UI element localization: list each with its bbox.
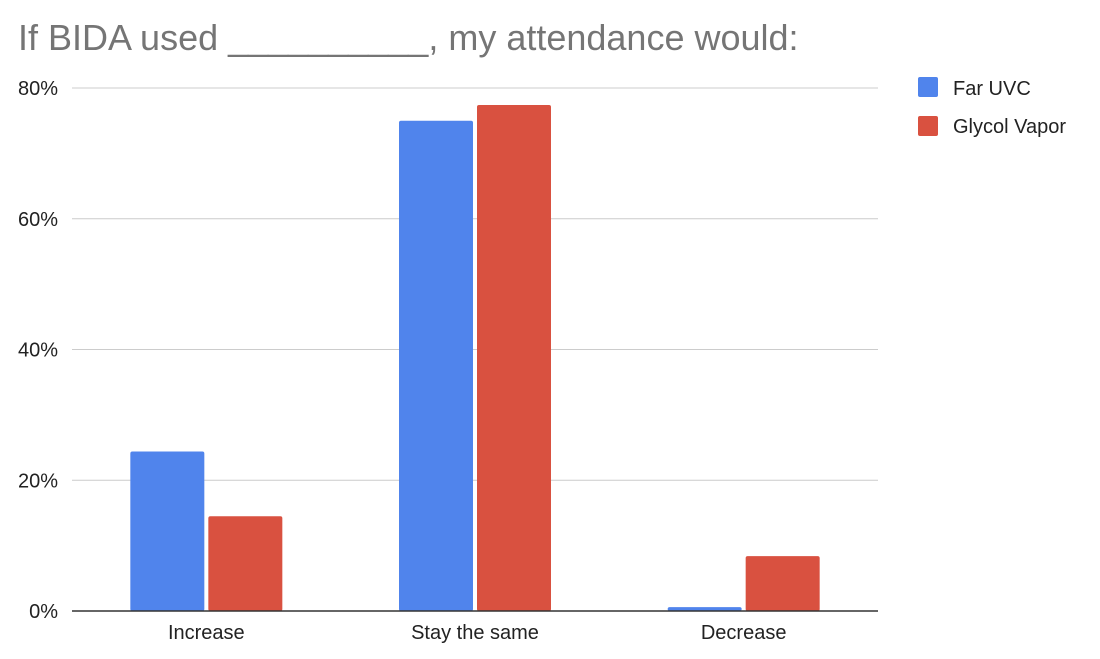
legend-label-glycol-vapor: Glycol Vapor [953, 116, 1066, 138]
legend-swatch-far-uvc [918, 77, 938, 97]
gridlines [72, 87, 878, 481]
bar-glycol-vapor-decrease [745, 556, 820, 611]
x-tick-label: Stay the same [411, 622, 539, 644]
x-axis-ticks: Increase Stay the same Decrease [168, 622, 786, 644]
y-tick-label: 20% [18, 470, 58, 492]
legend-item-far-uvc: Far UVC [918, 77, 1031, 100]
bar-glycol-vapor-increase [208, 516, 283, 611]
y-tick-label: 40% [18, 340, 58, 362]
y-tick-label: 0% [29, 601, 58, 623]
bar-glycol-vapor-stay-the-same [477, 104, 551, 611]
x-tick-label: Increase [168, 622, 245, 644]
bar-far-uvc-increase [130, 451, 205, 611]
bar-far-uvc-stay-the-same [399, 120, 473, 611]
legend-swatch-glycol-vapor [918, 116, 938, 136]
x-tick-label: Decrease [701, 622, 787, 644]
y-tick-label: 80% [18, 78, 58, 100]
y-tick-label: 60% [18, 209, 58, 231]
legend-label-far-uvc: Far UVC [953, 78, 1031, 100]
legend: Far UVC Glycol Vapor [918, 77, 1066, 138]
bars [130, 104, 820, 611]
y-axis-ticks: 0% 20% 40% 60% 80% [18, 78, 58, 623]
bar-far-uvc-decrease [667, 607, 742, 611]
legend-item-glycol-vapor: Glycol Vapor [918, 116, 1066, 138]
chart-title: If BIDA used __________, my attendance w… [18, 17, 799, 58]
